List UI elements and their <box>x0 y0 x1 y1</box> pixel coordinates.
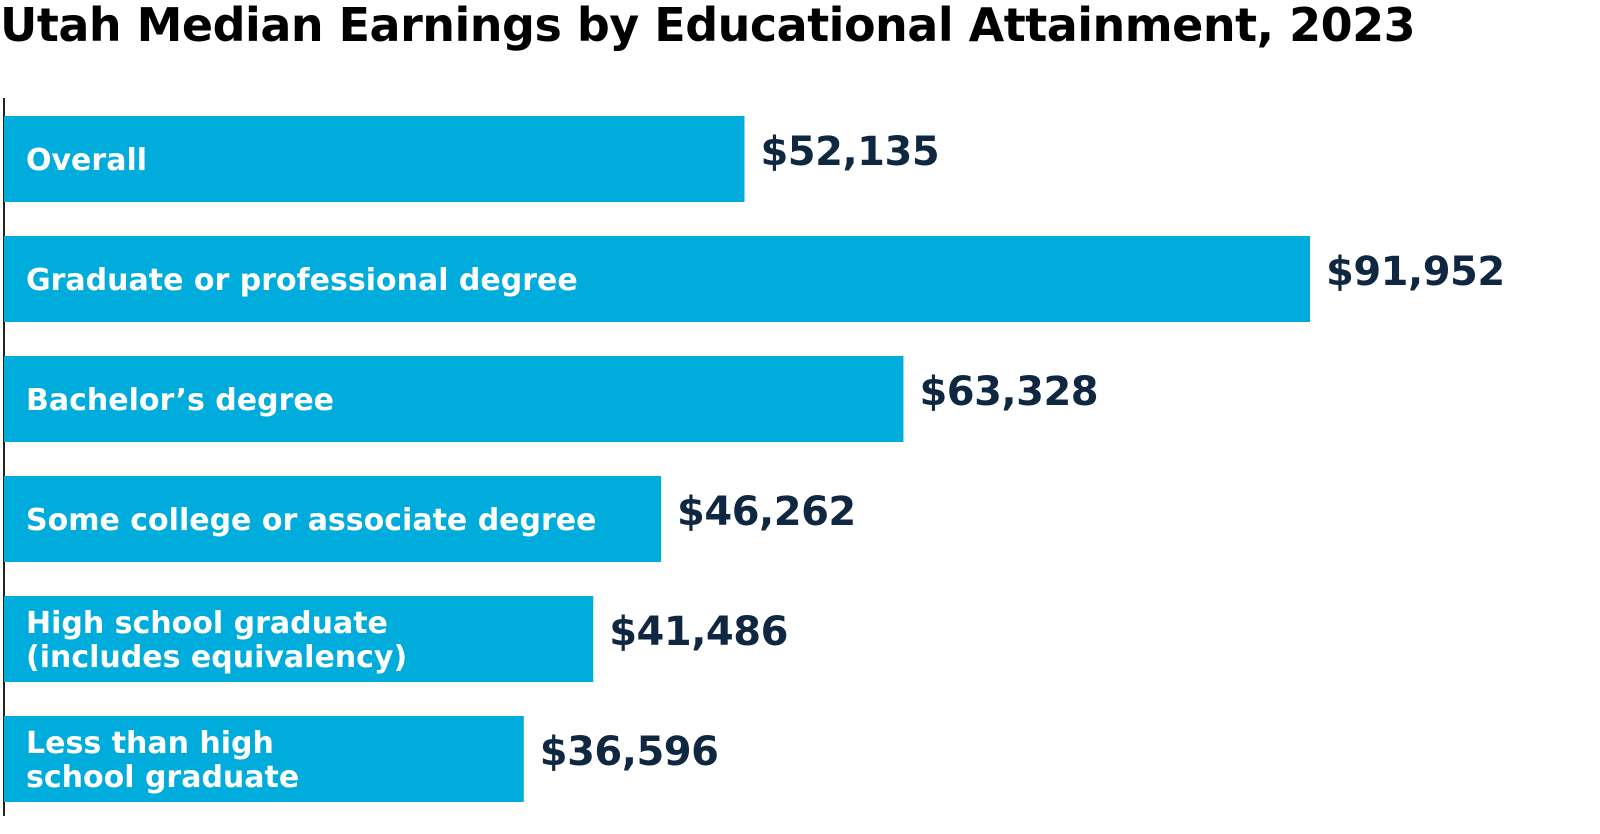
bar-category-label: High school graduate <box>26 606 388 641</box>
bar-5 <box>4 716 524 802</box>
bar-category-label: (includes equivalency) <box>26 640 407 675</box>
chart-title: Utah Median Earnings by Educational Atta… <box>0 0 1416 52</box>
bar-value-label: $46,262 <box>677 489 856 535</box>
bar-value-label: $41,486 <box>609 609 788 655</box>
bar-4 <box>4 596 594 682</box>
bar-0 <box>4 116 745 202</box>
bar-3 <box>4 476 662 562</box>
bar-category-label: Graduate or professional degree <box>26 263 578 298</box>
bar-value-label: $63,328 <box>919 369 1098 415</box>
bar-value-label: $52,135 <box>760 129 939 175</box>
bar-value-label: $36,596 <box>540 729 719 775</box>
bar-category-label: Bachelor’s degree <box>26 383 334 418</box>
bar-category-label: Overall <box>26 143 147 178</box>
bar-category-label: Some college or associate degree <box>26 503 596 538</box>
bar-1 <box>4 236 1310 322</box>
bar-value-label: $91,952 <box>1326 249 1505 295</box>
bar-category-label: Less than high <box>26 726 274 761</box>
bar-category-label: school graduate <box>26 760 299 795</box>
bar-2 <box>4 356 904 442</box>
